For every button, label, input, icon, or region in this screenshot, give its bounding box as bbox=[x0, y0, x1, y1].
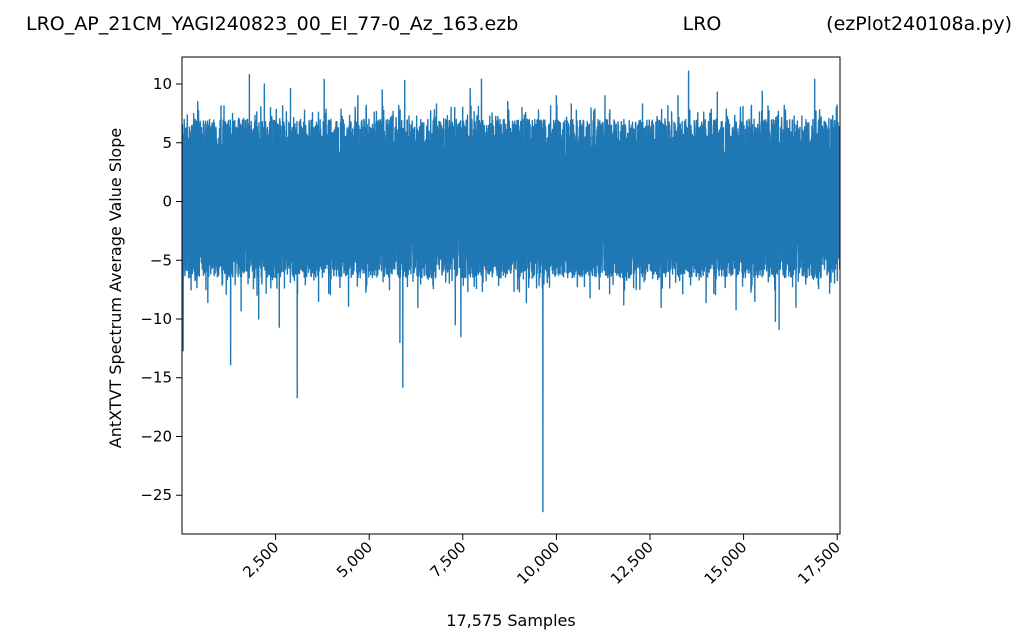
y-tick-label: 10 bbox=[153, 75, 172, 93]
y-tick-label: −10 bbox=[140, 310, 172, 328]
y-tick-label: −25 bbox=[140, 486, 172, 504]
data-series-line bbox=[182, 70, 840, 513]
x-tick-label: 7,500 bbox=[427, 538, 470, 581]
y-axis-label: AntXTVT Spectrum Average Value Slope bbox=[106, 128, 125, 448]
y-tick-label: 0 bbox=[162, 193, 172, 211]
x-tick-label: 17,500 bbox=[794, 538, 844, 588]
y-tick-label: −20 bbox=[140, 427, 172, 445]
x-tick-label: 10,000 bbox=[513, 538, 563, 588]
chart-title-filename: LRO_AP_21CM_YAGI240823_00_El_77-0_Az_163… bbox=[26, 13, 518, 35]
x-tick-label: 12,500 bbox=[607, 538, 657, 588]
y-tick-label: 5 bbox=[162, 134, 172, 152]
x-axis: 2,500 5,000 7,500 10,000 12,500 15,000 17,500 bbox=[239, 534, 844, 588]
x-tick-label: 15,000 bbox=[701, 538, 751, 588]
x-tick-label: 2,500 bbox=[239, 538, 282, 581]
plot-area bbox=[181, 56, 841, 535]
plot-frame bbox=[181, 56, 841, 535]
chart-title-program: (ezPlot240108a.py) bbox=[826, 13, 1012, 35]
y-tick-label: −15 bbox=[140, 369, 172, 387]
y-axis: 10 5 0 −5 −10 −15 −20 −25 bbox=[140, 75, 182, 504]
chart-title-station: LRO bbox=[683, 13, 722, 35]
x-axis-label: 17,575 Samples bbox=[446, 611, 575, 630]
x-tick-label: 5,000 bbox=[333, 538, 376, 581]
y-tick-label: −5 bbox=[150, 251, 172, 269]
